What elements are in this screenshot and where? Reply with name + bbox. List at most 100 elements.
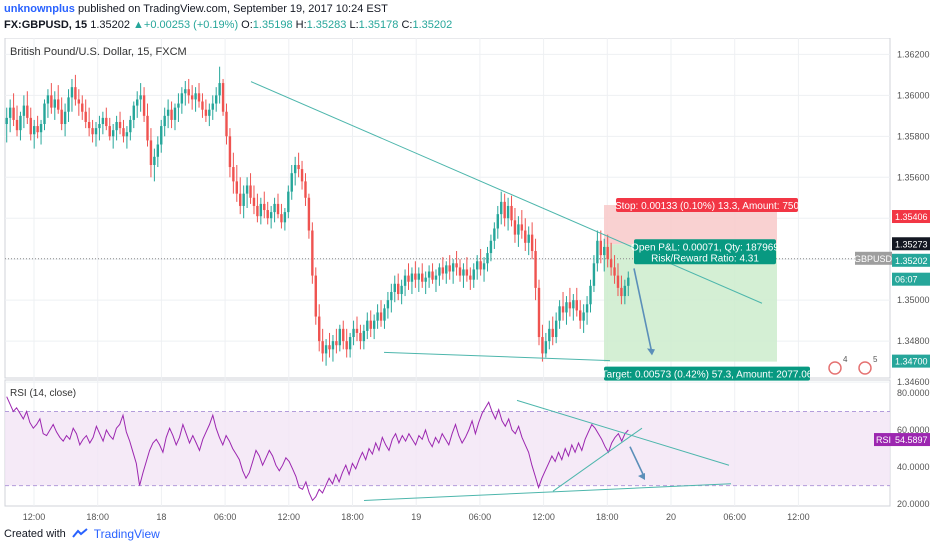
candle-body: [84, 111, 87, 122]
candle-body: [520, 224, 524, 231]
published-info: published on TradingView.com, September …: [77, 3, 388, 15]
candle-body: [438, 267, 441, 276]
candle-body: [77, 99, 81, 104]
price-label-text: 1.35273: [895, 239, 928, 249]
x-tick-label: 18:00: [341, 512, 364, 522]
candle-body: [156, 144, 160, 157]
candle-body: [500, 201, 503, 215]
candle-body: [57, 99, 60, 110]
candle-body: [534, 251, 537, 288]
candle-body: [558, 306, 561, 321]
candle-body: [561, 306, 565, 313]
candle-body: [166, 109, 170, 116]
candle-body: [266, 210, 269, 219]
candle-body: [414, 273, 417, 280]
candle-body: [225, 111, 228, 137]
candle-body: [579, 310, 582, 321]
candle-body: [98, 124, 101, 129]
candle-body: [22, 105, 26, 116]
candle-body: [427, 271, 431, 278]
candle-body: [194, 93, 197, 100]
chart-area[interactable]: 12:00 18:00 18 06:00 12:00 18:00 19 06:00 12:00 1…: [0, 38, 932, 524]
price-label-text: 1.34700: [895, 357, 928, 367]
candle-body: [390, 291, 393, 301]
y-tick-label: 1.34800: [897, 336, 930, 346]
candle-body: [307, 197, 311, 231]
candle-body: [372, 320, 376, 329]
candle-body: [352, 328, 355, 338]
candle-body: [290, 173, 293, 192]
candle-body: [606, 246, 609, 260]
candle-body: [201, 101, 204, 110]
candle-body: [489, 240, 493, 254]
projection-arrow-line: [633, 268, 653, 354]
candle-body: [29, 117, 32, 135]
candle-body: [15, 119, 19, 131]
target-label-text: Target: 0.00573 (0.42%) 57.3, Amount: 20…: [602, 370, 813, 381]
publication-header: unknownplus published on TradingView.com…: [4, 3, 388, 15]
candle-body: [180, 93, 184, 104]
candle-body: [599, 240, 603, 256]
candle-body: [263, 203, 266, 211]
candle-body: [609, 259, 613, 268]
candle-body: [63, 111, 67, 125]
candle-body: [142, 95, 146, 116]
candle-body: [190, 95, 194, 100]
candle-body: [19, 115, 22, 131]
candle-body: [397, 283, 400, 295]
price-label: [892, 354, 930, 368]
symbol-info-bar: FX:GBPUSD, 15 1.35202 ▲+0.00253 (+0.19%)…: [4, 19, 452, 31]
candle-body: [359, 332, 362, 342]
candle-body: [105, 117, 108, 127]
rsi-support-trend-line: [552, 427, 643, 492]
candle-body: [338, 328, 342, 346]
price-label: [892, 210, 930, 224]
candle-body: [479, 261, 482, 270]
candle-body: [228, 136, 232, 168]
candle-body: [342, 328, 345, 342]
rsi-tag-text: RSI: [876, 435, 891, 445]
candle-body: [208, 109, 211, 116]
tradingview-logo-icon: [71, 527, 88, 541]
close-value: 1.35202: [412, 19, 453, 31]
candle-body: [60, 109, 63, 125]
candle-body: [603, 246, 606, 256]
rsi-line: [6, 396, 629, 502]
candle-body: [537, 287, 541, 338]
candle-body: [300, 169, 304, 182]
x-tick-label: 06:00: [469, 512, 492, 522]
candle-body: [256, 205, 259, 217]
price-label: [892, 237, 930, 251]
candle-body: [400, 285, 403, 295]
candle-body: [623, 285, 627, 297]
open-pl-label-text: Open P&L: 0.00071, Qty: 187969: [631, 242, 779, 253]
candle-body: [582, 312, 585, 321]
candle-body: [214, 95, 218, 104]
tradingview-brand[interactable]: TradingView: [93, 527, 160, 541]
candle-body: [506, 205, 510, 219]
rsi-value-label: [892, 433, 930, 447]
candle-body: [32, 126, 36, 135]
candle-body: [297, 164, 300, 170]
candle-body: [5, 117, 8, 125]
rsi-y-tick-label: 60.0000: [897, 425, 930, 435]
candle-body: [616, 275, 620, 288]
y-tick-label: 1.34600: [897, 377, 930, 387]
candle-body: [455, 263, 458, 268]
candle-body: [585, 304, 589, 313]
candle-body: [204, 109, 208, 116]
x-tick-label: 20: [666, 512, 676, 522]
candle-body: [410, 273, 414, 282]
candle-body: [50, 95, 53, 108]
author-link[interactable]: unknownplus: [4, 3, 75, 15]
price-label-text: 06:07: [895, 275, 918, 285]
candle-body: [513, 220, 517, 235]
x-tick-label: 06:00: [214, 512, 237, 522]
candle-body: [589, 285, 592, 305]
candle-body: [620, 287, 623, 297]
last-price: 1.35202: [90, 19, 130, 31]
candle-body: [530, 234, 534, 252]
candle-body: [184, 89, 187, 94]
candle-body: [287, 191, 290, 213]
candle-body: [81, 103, 84, 112]
